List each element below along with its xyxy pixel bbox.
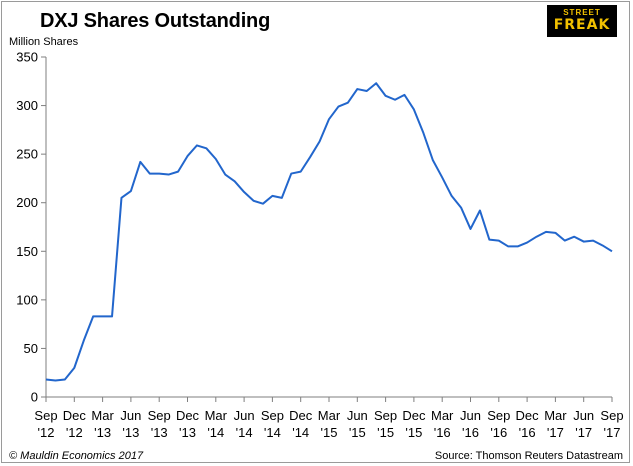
x-tick-label-year: '13 xyxy=(94,425,111,440)
y-tick-label: 250 xyxy=(16,147,38,162)
x-tick-label-month: Dec xyxy=(63,408,87,423)
street-freak-logo: STREET FREAK xyxy=(547,5,617,37)
x-ticks: Sep '12 Dec '12 Mar '13 Jun '13 Sep '13 Dec '13 Mar '… xyxy=(34,397,624,440)
x-tick-label-year: '14 xyxy=(292,425,309,440)
y-tick-label: 50 xyxy=(24,341,38,356)
y-tick-label: 200 xyxy=(16,195,38,210)
y-ticks: 0 50 100 150 200 250 300 350 xyxy=(16,50,46,405)
logo-bottom-text: FREAK xyxy=(553,17,611,33)
x-tick-label-year: '15 xyxy=(349,425,366,440)
x-tick-label-month: Jun xyxy=(120,408,141,423)
x-tick-label-month: Jun xyxy=(460,408,481,423)
x-tick-label-year: '13 xyxy=(122,425,139,440)
x-tick-label-year: '16 xyxy=(519,425,536,440)
y-axis-label: Million Shares xyxy=(9,36,79,48)
y-tick-label: 0 xyxy=(31,390,38,405)
x-tick-label-month: Jun xyxy=(573,408,594,423)
x-tick-label-month: Mar xyxy=(318,408,341,423)
copyright-note: © Mauldin Economics 2017 xyxy=(9,450,144,462)
x-tick-label-month: Dec xyxy=(402,408,426,423)
x-tick-label-month: Mar xyxy=(431,408,454,423)
chart-title: DXJ Shares Outstanding xyxy=(40,10,271,32)
x-tick-label-year: '12 xyxy=(38,425,55,440)
x-tick-label-year: '16 xyxy=(462,425,479,440)
x-tick-label-year: '17 xyxy=(547,425,564,440)
y-tick-label: 350 xyxy=(16,50,38,65)
x-tick-label-month: Dec xyxy=(289,408,313,423)
x-tick-label-month: Mar xyxy=(205,408,228,423)
x-tick-label-month: Sep xyxy=(34,408,57,423)
x-tick-label-month: Sep xyxy=(600,408,623,423)
x-tick-label-month: Jun xyxy=(234,408,255,423)
x-tick-label-month: Mar xyxy=(544,408,567,423)
series-group xyxy=(45,82,613,382)
x-tick-label-year: '13 xyxy=(151,425,168,440)
x-tick-label-year: '15 xyxy=(405,425,422,440)
series-line-shares-outstanding xyxy=(45,82,613,382)
x-tick-label-year: '14 xyxy=(207,425,224,440)
x-tick-label-month: Dec xyxy=(516,408,540,423)
x-tick-label-year: '17 xyxy=(575,425,592,440)
x-tick-label-month: Sep xyxy=(148,408,171,423)
axes xyxy=(45,57,612,398)
x-tick-label-month: Jun xyxy=(347,408,368,423)
logo-top-text: STREET xyxy=(563,8,601,17)
source-note: Source: Thomson Reuters Datastream xyxy=(434,450,623,462)
y-tick-label: 300 xyxy=(16,98,38,113)
y-tick-label: 150 xyxy=(16,244,38,259)
x-tick-label-year: '15 xyxy=(377,425,394,440)
x-tick-label-month: Sep xyxy=(261,408,284,423)
x-tick-label-year: '12 xyxy=(66,425,83,440)
x-tick-label-year: '17 xyxy=(604,425,621,440)
y-tick-label: 100 xyxy=(16,292,38,307)
x-tick-label-year: '14 xyxy=(236,425,253,440)
x-tick-label-year: '13 xyxy=(179,425,196,440)
x-tick-label-month: Sep xyxy=(374,408,397,423)
x-tick-label-month: Mar xyxy=(91,408,114,423)
x-tick-label-year: '16 xyxy=(434,425,451,440)
x-tick-label-year: '15 xyxy=(321,425,338,440)
x-tick-label-year: '14 xyxy=(264,425,281,440)
x-tick-label-month: Sep xyxy=(487,408,510,423)
x-tick-label-year: '16 xyxy=(490,425,507,440)
x-tick-label-month: Dec xyxy=(176,408,200,423)
